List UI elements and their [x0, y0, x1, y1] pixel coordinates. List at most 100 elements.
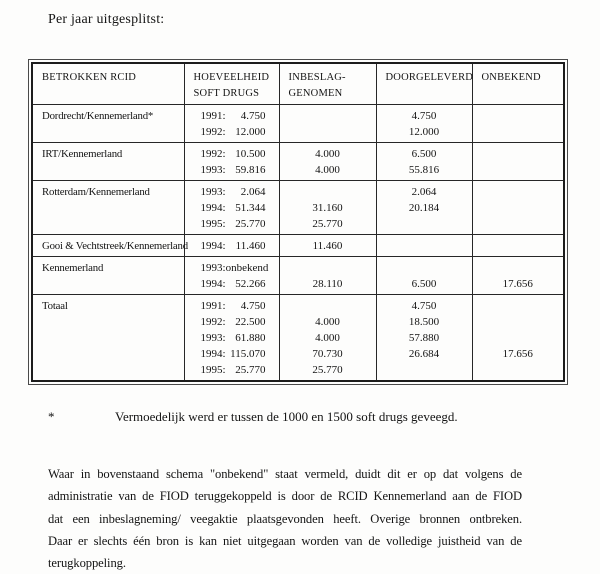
seized-cell: 11.460 [278, 233, 377, 257]
delivered-cell: 4.750 12.000 [375, 103, 473, 143]
unknown-value: 17.656 [502, 347, 533, 360]
unknown-cell [471, 141, 565, 181]
delivered-value: 12.000 [408, 125, 440, 138]
delivered-value: 57.880 [408, 331, 440, 344]
delivered-value: 4.750 [411, 299, 437, 312]
year-label: 1994: [200, 347, 226, 360]
qty-value: onbekend [225, 261, 269, 274]
qty-value: 4.750 [240, 299, 266, 312]
delivered-value: 20.184 [408, 201, 440, 214]
delivered-cell: 4.750 18.500 57.880 26.684 [375, 293, 473, 381]
quantity-line: 1994: 51.344 [185, 200, 279, 216]
quantity-line: 1991: 4.750 [185, 298, 279, 314]
seized-value: 28.110 [312, 277, 343, 290]
seized-cell [278, 103, 377, 143]
delivered-value [377, 362, 472, 378]
body-paragraph: Waar in bovenstaand schema "onbekend" st… [48, 463, 522, 574]
year-label: 1994: [200, 239, 226, 252]
unknown-value [473, 330, 564, 346]
qty-value: 22.500 [235, 315, 266, 328]
seized-value: 4.000 [315, 315, 340, 328]
unknown-value [473, 238, 564, 254]
delivered-value: 55.816 [408, 163, 440, 176]
column-header-hoeveelheid-soft-drugs: HOEVEELHEID SOFT DRUGS [183, 62, 280, 105]
paragraph-line: terugkoppeling. [48, 556, 126, 571]
qty-value: 59.816 [235, 163, 266, 176]
qty-value: 115.070 [230, 347, 266, 360]
qty-value: 25.770 [235, 363, 266, 376]
rcid-cell: Rotterdam/Kennemerland [31, 179, 185, 235]
quantity-cell: 1991: 4.750 1992: 12.000 [183, 103, 280, 143]
column-header-inbeslaggenomen: INBESLAG- GENOMEN [278, 62, 377, 105]
footnote-marker: * [48, 409, 55, 424]
year-label: 1995: [200, 217, 226, 230]
table-row: IRT/Kennemerland 1992: 10.500 1993: 59.816 4.… [31, 141, 565, 181]
qty-value: 12.000 [235, 125, 266, 138]
seized-value: 25.770 [312, 363, 343, 376]
unknown-cell: 17.656 [471, 293, 565, 381]
seized-value: 4.000 [315, 147, 340, 160]
unknown-cell [471, 179, 565, 235]
quantity-line: 1994: 52.266 [185, 276, 279, 292]
seized-value: 31.160 [312, 201, 343, 214]
year-label: 1992: [200, 315, 226, 328]
paragraph-line: dat een inbeslagneming/ veegaktie plaats… [48, 511, 522, 526]
header-line: DOORGELEVERD [385, 72, 474, 83]
delivered-value: 4.750 [411, 109, 437, 122]
table-row: Rotterdam/Kennemerland 1993: 2.064 1994: 51.… [31, 179, 565, 235]
rcid-cell: Dordrecht/Kennemerland* [31, 103, 185, 143]
quantity-cell: 1993: onbekend 1994: 52.266 [183, 255, 280, 295]
year-label: 1994: [200, 277, 226, 290]
qty-value: 25.770 [235, 217, 266, 230]
header-line: GENOMEN [288, 88, 343, 99]
delivered-value: 6.500 [411, 277, 437, 290]
qty-value: 2.064 [240, 185, 266, 198]
qty-value: 61.880 [235, 331, 266, 344]
quantity-line: 1995: 25.770 [185, 362, 279, 378]
quantity-line: 1993: 61.880 [185, 330, 279, 346]
qty-value: 11.460 [235, 239, 266, 252]
quantity-line: 1991: 4.750 [185, 108, 279, 124]
seized-cell: 31.160 25.770 [278, 179, 377, 235]
quantity-line: 1994: 115.070 [185, 346, 279, 362]
seized-value: 11.460 [312, 239, 343, 252]
unknown-value [473, 362, 564, 378]
delivered-value [377, 216, 472, 232]
delivered-value: 26.684 [408, 347, 440, 360]
delivered-cell: 6.500 55.816 [375, 141, 473, 181]
header-line: INBESLAG- [288, 72, 346, 83]
seized-value [280, 108, 376, 124]
delivered-value [377, 238, 472, 254]
footnote: * Vermoedelijk werd er tussen de 1000 en … [48, 409, 458, 425]
header-line: HOEVEELHEID [193, 72, 270, 83]
header-line: BETROKKEN RCID [42, 72, 137, 83]
year-label: 1993: [200, 261, 226, 274]
unknown-value [473, 108, 564, 124]
quantity-line: 1992: 10.500 [185, 146, 279, 162]
seized-value [280, 260, 376, 276]
table-row: Gooi & Vechtstreek/Kennemerland 1994: 11.4… [31, 233, 565, 257]
unknown-value: 17.656 [502, 277, 533, 290]
page-title: Per jaar uitgesplitst: [48, 12, 165, 27]
paragraph-line: Daar er slechts één bron is kan niet uit… [48, 533, 522, 548]
delivered-value: 6.500 [411, 147, 437, 160]
year-label: 1992: [200, 147, 226, 160]
unknown-value [473, 162, 564, 178]
year-label: 1991: [200, 109, 226, 122]
seized-value [280, 124, 376, 140]
delivered-cell [375, 233, 473, 257]
unknown-value [473, 146, 564, 162]
year-label: 1995: [200, 363, 226, 376]
delivered-value: 18.500 [408, 315, 440, 328]
rcid-table-frame: BETROKKEN RCID HOEVEELHEID SOFT DRUGS INBES… [28, 59, 568, 385]
unknown-value [473, 184, 564, 200]
qty-value: 51.344 [235, 201, 266, 214]
seized-value [280, 298, 376, 314]
quantity-line: 1992: 22.500 [185, 314, 279, 330]
quantity-cell: 1992: 10.500 1993: 59.816 [183, 141, 280, 181]
table-body: Dordrecht/Kennemerland* 1991: 4.750 1992: 12… [31, 103, 565, 381]
paragraph-line: Waar in bovenstaand schema "onbekend" st… [48, 467, 522, 481]
seized-value: 70.730 [312, 347, 343, 360]
qty-value: 4.750 [240, 109, 266, 122]
quantity-line: 1993: onbekend [185, 260, 279, 276]
